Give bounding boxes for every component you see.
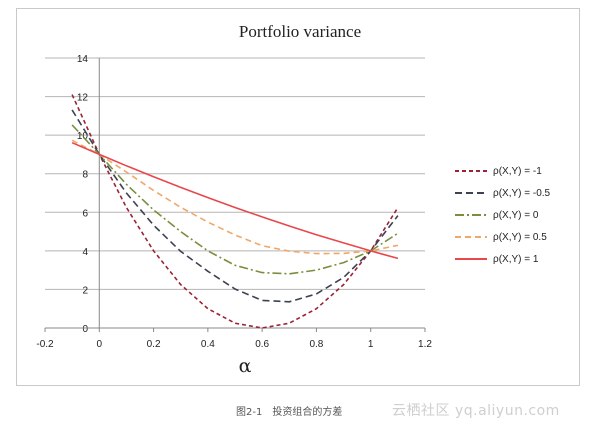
legend: ρ(X,Y) = -1 ρ(X,Y) = -0.5 ρ(X,Y) = 0 ρ(X,Y)… [453, 160, 581, 270]
series-line-2 [71, 124, 399, 275]
x-tick-label: 1.2 [418, 339, 432, 350]
series-line-0 [71, 94, 399, 329]
legend-label: ρ(X,Y) = -0.5 [493, 187, 551, 199]
x-tick-label: 0.6 [255, 339, 269, 350]
x-axis-label: α [238, 355, 252, 377]
y-tick-label: 2 [82, 285, 88, 296]
legend-item: ρ(X,Y) = -1 [453, 160, 581, 182]
y-tick-label: 14 [77, 54, 89, 65]
legend-item: ρ(X,Y) = -0.5 [453, 182, 581, 204]
x-tick-label: 1 [368, 339, 374, 350]
x-tick-label: 0.8 [309, 339, 323, 350]
legend-label: ρ(X,Y) = -1 [493, 165, 542, 177]
y-tick-label: 4 [82, 247, 88, 258]
legend-item: ρ(X,Y) = 0 [453, 204, 581, 226]
legend-item: ρ(X,Y) = 1 [453, 248, 581, 270]
y-tick-label: 0 [82, 324, 88, 335]
legend-item: ρ(X,Y) = 0.5 [453, 226, 581, 248]
figure-caption: 图2-1 投资组合的方差 [236, 407, 343, 418]
legend-swatch [455, 258, 487, 260]
legend-swatch [455, 170, 487, 172]
chart-plot: 0 2 4 6 8 10 12 14 -0.2 0 0.2 0.4 0.6 0.8 1 1.2 [36, 54, 432, 350]
x-tick-label: -0.2 [36, 339, 54, 350]
y-tick-label: 10 [77, 131, 89, 142]
series-line-4 [71, 141, 399, 260]
chart-title: Portfolio variance [238, 22, 362, 41]
chart-frame [16, 8, 580, 386]
legend-label: ρ(X,Y) = 0 [493, 209, 539, 221]
series-line-3 [71, 139, 399, 255]
legend-swatch [455, 192, 487, 194]
x-tick-label: 0 [97, 339, 103, 350]
x-tick-label: 0.2 [147, 339, 161, 350]
y-tick-label: 8 [82, 170, 88, 181]
legend-swatch [455, 214, 487, 216]
y-tick-label: 6 [82, 208, 88, 219]
watermark: 云栖社区 yq.aliyun.com [392, 403, 560, 419]
legend-swatch [455, 236, 487, 238]
y-tick-label: 12 [77, 93, 89, 104]
legend-label: ρ(X,Y) = 1 [493, 253, 539, 265]
legend-label: ρ(X,Y) = 0.5 [493, 231, 547, 243]
x-tick-label: 0.4 [201, 339, 215, 350]
series-line-1 [71, 109, 399, 303]
